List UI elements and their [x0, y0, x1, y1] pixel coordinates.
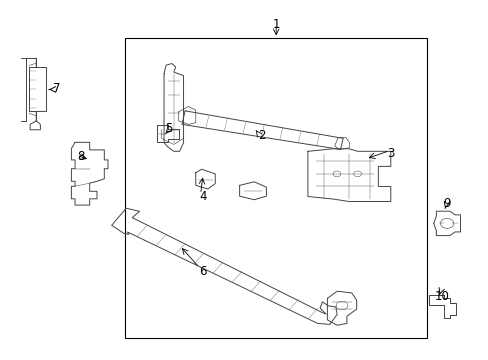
Text: 7: 7 [53, 82, 61, 95]
Text: 2: 2 [257, 129, 265, 142]
Text: 10: 10 [434, 290, 448, 303]
Text: 5: 5 [165, 122, 172, 135]
Text: 9: 9 [442, 197, 449, 210]
Bar [125, 39, 427, 338]
Text: 6: 6 [199, 265, 206, 278]
Text: 3: 3 [386, 147, 394, 159]
Text: 4: 4 [199, 190, 206, 203]
Text: 8: 8 [77, 150, 84, 163]
Text: 1: 1 [272, 18, 279, 31]
